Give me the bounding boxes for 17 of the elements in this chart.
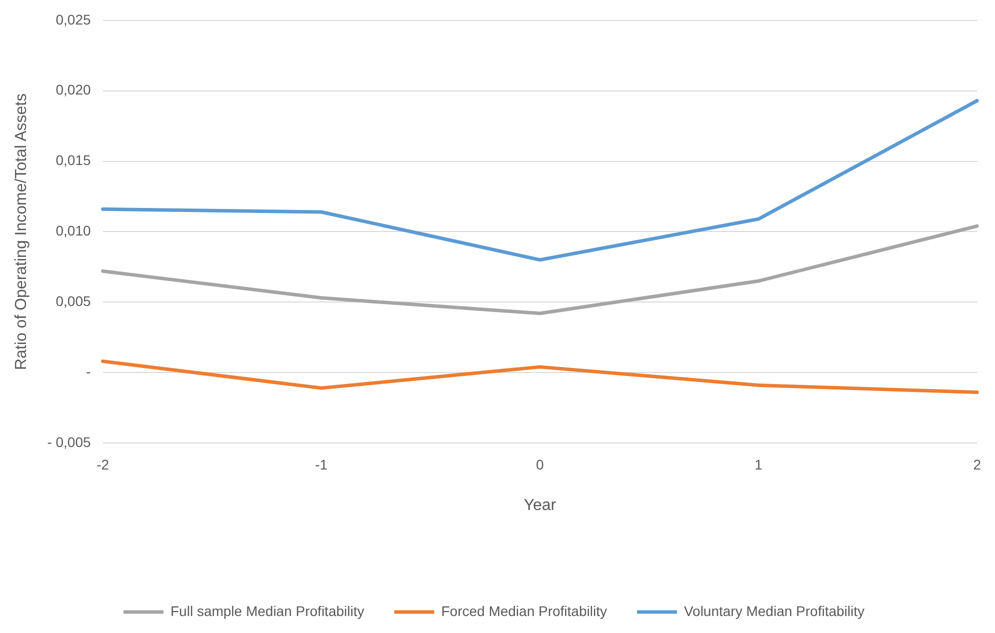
y-tick-label: - 0,005: [47, 434, 91, 450]
y-tick-label: -: [86, 363, 92, 380]
x-axis-title: Year: [524, 496, 557, 514]
y-axis-title: Ratio of Operating Income/Total Assets: [13, 93, 30, 370]
y-tick-label: 0,015: [56, 152, 91, 168]
legend-label: Voluntary Median Profitability: [684, 602, 865, 619]
x-tick-label: 1: [754, 456, 763, 472]
x-tick-label: -2: [96, 456, 110, 472]
x-tick-label: 2: [973, 456, 982, 472]
y-tick-label: 0,005: [56, 292, 91, 309]
legend-label: Forced Median Profitability: [441, 602, 607, 619]
x-tick-label: 0: [536, 456, 544, 472]
y-tick-label: 0,020: [56, 82, 91, 98]
y-tick-label: 0,010: [56, 222, 91, 239]
x-tick-label: -1: [315, 456, 328, 472]
legend-label: Full sample Median Profitability: [170, 602, 364, 619]
y-tick-label: 0,025: [56, 11, 91, 28]
